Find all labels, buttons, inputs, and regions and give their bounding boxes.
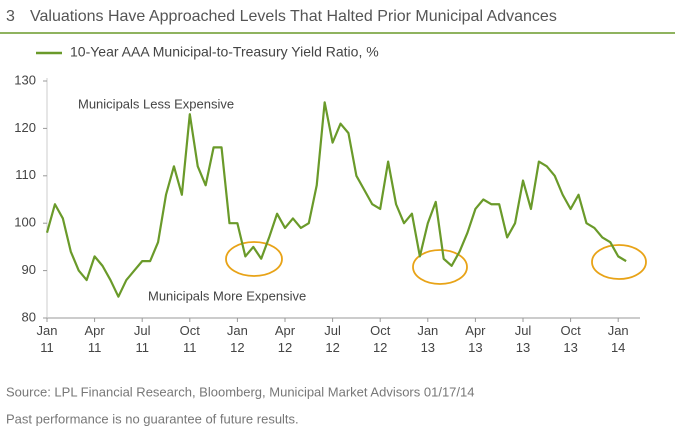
- highlight: [412, 249, 468, 285]
- x-tick-label: Oct 13: [560, 323, 581, 355]
- x-tick-label: Jan 12: [227, 323, 248, 355]
- annotation: Municipals More Expensive: [148, 288, 306, 303]
- x-tick-label: Apr 11: [84, 323, 105, 355]
- y-tick-label: 130: [14, 72, 36, 87]
- x-tick-label: Oct 12: [370, 323, 391, 355]
- highlight: [591, 244, 647, 280]
- legend-label: 10-Year AAA Municipal-to-Treasury Yield …: [70, 44, 379, 60]
- x-tick-label: Jan 11: [37, 323, 58, 355]
- highlight: [225, 241, 283, 277]
- chart-title: Valuations Have Approached Levels That H…: [30, 8, 557, 25]
- x-tick-label: Jul 13: [515, 323, 532, 355]
- x-tick-label: Apr 12: [275, 323, 296, 355]
- x-tick-label: Jan 13: [417, 323, 438, 355]
- x-tick-label: Oct 11: [180, 323, 201, 355]
- x-tick-label: Jul 11: [134, 323, 151, 355]
- y-tick-label: 80: [22, 309, 36, 324]
- chart-number: 3: [6, 8, 15, 25]
- series-line: [45, 101, 627, 298]
- y-tick-label: 100: [14, 215, 36, 230]
- annotation: Municipals Less Expensive: [78, 96, 234, 111]
- source: Source: LPL Financial Research, Bloomber…: [6, 384, 474, 399]
- y-tick-label: 110: [15, 167, 36, 182]
- x-tick-label: Apr 13: [465, 323, 486, 355]
- y-tick-label: 90: [22, 262, 36, 277]
- y-tick-label: 120: [14, 120, 36, 135]
- x-tick-label: Jan 14: [608, 323, 629, 355]
- x-tick-label: Jul 12: [324, 323, 341, 355]
- disclaimer: Past performance is no guarantee of futu…: [6, 411, 299, 426]
